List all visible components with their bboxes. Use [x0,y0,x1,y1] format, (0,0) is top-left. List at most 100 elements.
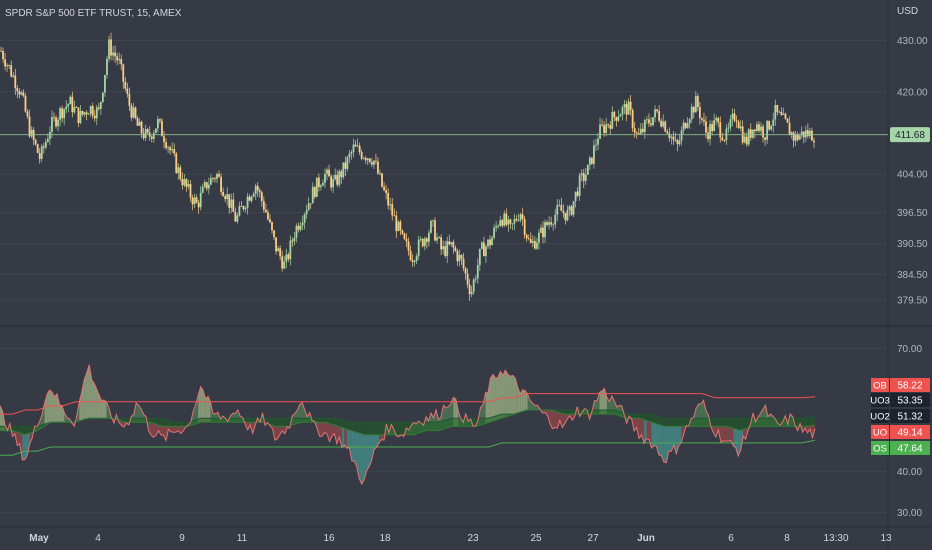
oscillator-fill-band [733,428,736,448]
oscillator-fill-band [599,410,602,415]
candle-body [285,254,288,262]
candle-body [193,197,196,205]
oscillator-fill-band [47,390,50,425]
candle-body [617,116,620,121]
oscillator-fill-band [639,418,642,439]
oscillator-fill-band [810,417,813,426]
candle-body [566,209,569,221]
oscillator-fill-band [381,434,384,441]
candle-body [550,222,553,225]
candle-body [328,169,330,177]
oscillator-fill-band [698,418,702,427]
candle-body [260,192,263,202]
oscillator-fill-band [440,420,444,430]
oscillator-fill-band [701,418,704,427]
candle-body [140,121,143,134]
candle-body [173,149,176,154]
candle-body [613,111,616,118]
oscillator-fill-band [183,422,186,427]
candle-body [93,115,96,119]
oscillator-fill-band [326,418,330,424]
candle-body [701,118,703,120]
oscillator-fill-band [29,432,33,444]
candle-body [91,106,94,116]
candle-body [423,238,426,247]
oscillator-fill-band [175,422,179,427]
candle-body [95,107,98,119]
oscillator-fill-band [641,418,645,444]
oscillator-axis[interactable]: 30.00 40.00 70.00 [897,344,922,519]
oscillator-fill-band [247,418,251,423]
oscillator-fill-band [324,418,327,423]
candle-body [548,222,551,225]
oscillator-fill-band [597,392,600,415]
candle-body [205,182,208,189]
candle-body [631,110,634,129]
candle-body [334,174,337,180]
candle-body [403,233,406,239]
osc-label-os: OS 47.64 [871,441,930,455]
candle-body [322,182,324,186]
oscillator-fill-band [366,434,370,471]
candle-body [101,92,104,102]
candlestick-series [0,32,815,301]
oscillator-fill-band [497,414,501,420]
osc-label-key-bg [871,393,889,407]
candle-body [672,136,675,140]
candle-body [792,132,795,141]
time-axis[interactable]: May 4 9 11 16 18 23 25 27 Jun 6 8 13:30 13 [29,533,892,544]
candle-body [485,246,487,257]
oscillator-fill-band [644,419,647,444]
oscillator-fill-band [636,414,640,419]
uo3-line [0,409,816,427]
oscillator-fill-band [12,430,15,437]
osc-label-value-bg [890,409,930,423]
candle-body [499,220,502,226]
oscillator-fill-band [500,371,503,419]
candle-body [222,191,225,197]
oscillator-grid [0,347,888,514]
candle-body [788,122,791,136]
oscillator-fill-band [361,434,365,485]
oscillator-fill-band [646,420,650,440]
oscillator-fill-band [597,410,600,415]
candle-body [493,227,495,238]
candle-body [30,129,33,137]
candle-body [778,111,781,113]
candle-body [580,173,583,176]
candle-body [764,137,766,140]
candle-body [462,258,465,269]
oscillator-fill-band [473,418,476,427]
candle-body [185,179,188,187]
oscillator-fill-band [156,418,159,425]
candle-body [753,129,756,132]
candle-body [228,194,231,208]
last-price-badge-bg [890,127,930,143]
candle-body [670,136,673,138]
oscillator-fill-band [795,418,798,427]
oscillator-fill-band [703,418,707,427]
oscillator-fill-band [292,418,295,426]
oscillator-fill-band [106,401,109,419]
candle-body [191,197,194,205]
candle-body [401,230,404,234]
osc-label-value: 49.14 [897,428,922,439]
candle-body [619,114,622,117]
price-tick-label: 384.50 [897,270,928,281]
candle-body [81,111,84,115]
oscillator-fill-band [636,418,640,439]
oscillator-fill-band [319,422,323,437]
oscillator-fill-band [681,418,684,427]
candle-body [525,234,528,239]
candle-body [623,104,626,108]
price-axis[interactable]: 379.50 384.50 390.50 396.50 404.00 420.00 430.… [897,36,928,306]
candle-body [283,261,286,269]
oscillator-fill-band [138,418,142,423]
osc-label-key: UO [873,428,887,439]
candle-body [370,162,373,165]
oscillator-fill-band [438,421,441,431]
candle-body [415,255,418,262]
candle-body [635,132,638,134]
candle-body [267,212,269,220]
